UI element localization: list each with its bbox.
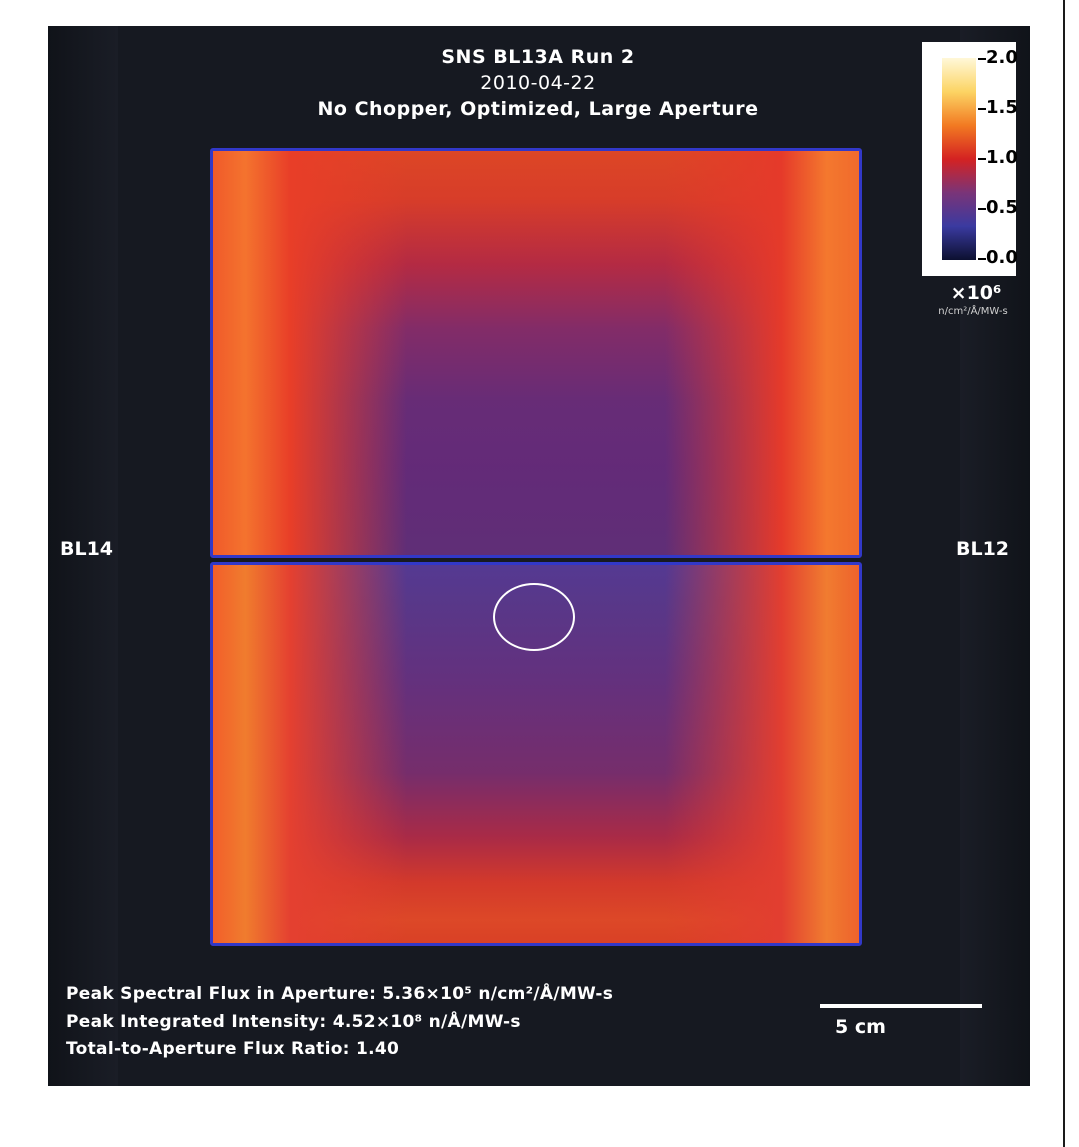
beamline-left-label: BL14: [60, 538, 114, 560]
colorbar-tick-label: 0.0: [986, 247, 1018, 268]
colorbar-tick: [978, 258, 986, 260]
chart-config: No Chopper, Optimized, Large Aperture: [317, 98, 759, 120]
aperture-circle-marker: [493, 583, 575, 651]
plate-top-edge-intensity: [213, 151, 859, 555]
colorbar-tick: [978, 208, 986, 210]
colorbar-tick-label: 2.0: [986, 47, 1018, 68]
scale-bar-label: 5 cm: [835, 1016, 886, 1038]
scale-bar: [820, 1004, 982, 1008]
peak-spectral-flux-text: Peak Spectral Flux in Aperture: 5.36×10⁵…: [66, 984, 614, 1004]
peak-integrated-intensity-text: Peak Integrated Intensity: 4.52×10⁸ n/Å/…: [66, 1012, 521, 1032]
panel-shade-left: [48, 26, 118, 1086]
colorbar-tick-label: 1.0: [986, 147, 1018, 168]
flux-image-panel: SNS BL13A Run 2 2010-04-22 No Chopper, O…: [48, 26, 1030, 1086]
colorbar-tick: [978, 158, 986, 160]
detector-plate-bottom: [210, 562, 862, 946]
page-edge-line: [1063, 0, 1065, 1147]
colorbar-tick: [978, 58, 986, 60]
chart-date: 2010-04-22: [480, 72, 596, 94]
detector-plate-top: [210, 148, 862, 558]
colorbar-unit: n/cm²/Å/MW-s: [938, 306, 1008, 317]
colorbar-multiplier: ×10⁶: [950, 282, 1002, 304]
colorbar-tick-label: 1.5: [986, 97, 1018, 118]
flux-ratio-text: Total-to-Aperture Flux Ratio: 1.40: [66, 1039, 400, 1059]
chart-title: SNS BL13A Run 2: [441, 46, 635, 68]
colorbar-tick: [978, 108, 986, 110]
colorbar-gradient: [942, 58, 976, 260]
colorbar-tick-label: 0.5: [986, 197, 1018, 218]
colorbar-legend: 2.0 1.5 1.0 0.5 0.0: [922, 42, 1018, 276]
beamline-right-label: BL12: [956, 538, 1010, 560]
